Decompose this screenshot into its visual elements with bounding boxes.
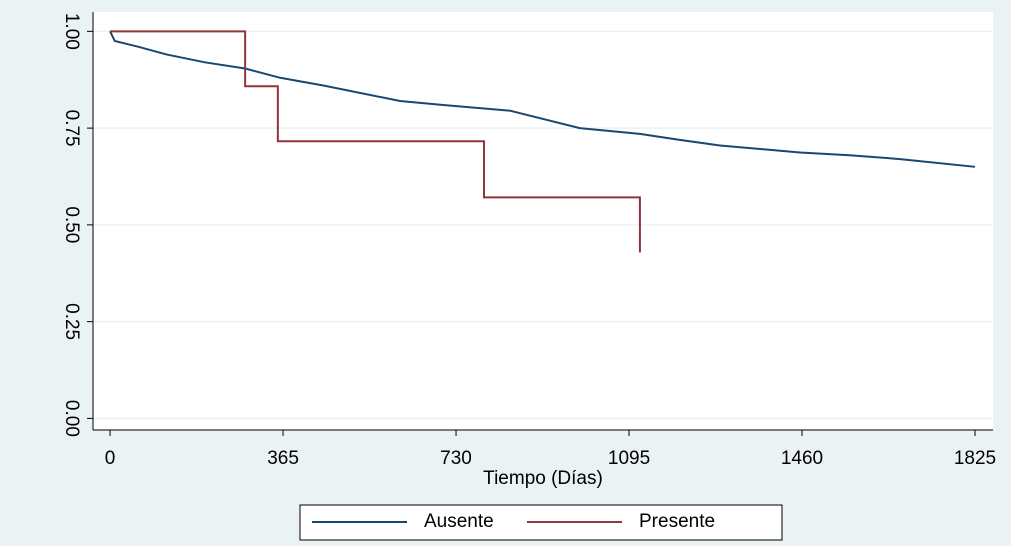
x-tick-label: 1825 <box>954 448 996 469</box>
x-tick-label: 730 <box>440 448 472 469</box>
x-tick-label: 365 <box>267 448 299 469</box>
y-tick-label: 0.50 <box>61 206 82 243</box>
survival-line <box>110 30 641 253</box>
y-tick-label: 0.25 <box>61 303 82 340</box>
y-tick-label: 0.75 <box>61 110 82 147</box>
x-tick-label: 0 <box>105 448 116 469</box>
legend-label: Ausente <box>424 511 494 532</box>
plot-area <box>93 12 993 430</box>
legend-label: Presente <box>639 511 715 532</box>
y-tick-label: 0.00 <box>61 400 82 437</box>
x-tick-label: 1460 <box>781 448 823 469</box>
survival-line <box>109 30 976 168</box>
x-axis-title: Tiempo (Días) <box>483 468 603 489</box>
y-tick-label: 1.00 <box>61 13 82 50</box>
x-tick-label: 1095 <box>608 448 650 469</box>
